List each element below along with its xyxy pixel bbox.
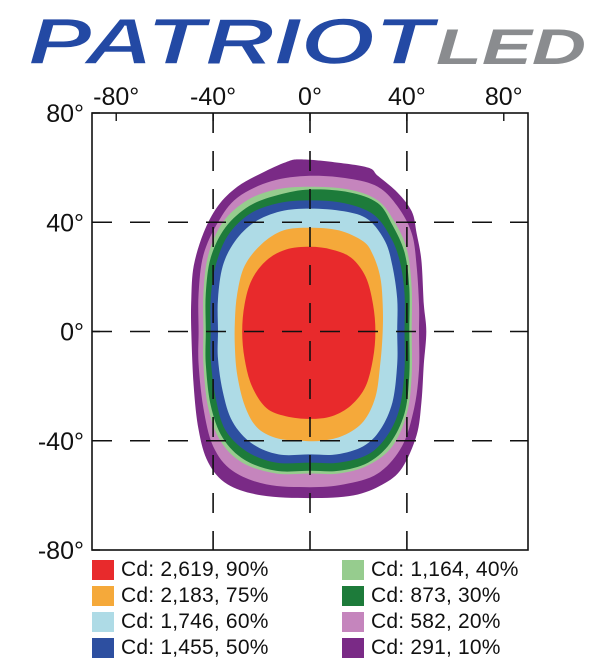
legend-item: Cd: 2,619, 90% xyxy=(92,558,342,582)
legend-swatch xyxy=(92,586,114,606)
legend-item: Cd: 1,164, 40% xyxy=(342,558,562,582)
x-tick-label: -40° xyxy=(190,83,236,111)
legend-label: Cd: 291, 10% xyxy=(371,636,501,659)
x-tick-label: 0° xyxy=(298,83,322,111)
contour-90-percent xyxy=(242,246,376,419)
legend-item: Cd: 291, 10% xyxy=(342,636,562,660)
legend-swatch xyxy=(342,560,364,580)
logo-patriot-text: PATRIOT xyxy=(28,4,440,78)
y-tick-label: 40° xyxy=(46,209,84,237)
legend-swatch xyxy=(92,560,114,580)
legend-swatch xyxy=(342,612,364,632)
legend-swatch xyxy=(342,586,364,606)
legend-item: Cd: 2,183, 75% xyxy=(92,584,342,608)
legend-label: Cd: 873, 30% xyxy=(371,584,501,607)
legend-label: Cd: 582, 20% xyxy=(371,610,501,633)
y-tick-label: -40° xyxy=(38,428,84,456)
legend-item: Cd: 1,455, 50% xyxy=(92,636,342,660)
legend-swatch xyxy=(92,612,114,632)
logo-led-text: LED xyxy=(436,19,586,75)
legend-item: Cd: 873, 30% xyxy=(342,584,562,608)
legend: Cd: 2,619, 90% Cd: 1,164, 40% Cd: 2,183, 7… xyxy=(92,558,562,660)
legend-item: Cd: 582, 20% xyxy=(342,610,562,634)
x-tick-label: 40° xyxy=(388,83,426,111)
legend-label: Cd: 1,746, 60% xyxy=(121,610,269,633)
y-tick-label: 0° xyxy=(60,319,84,347)
axis-ticks: -80° -40° 0° 40° 80° 80° 40° 0° -40° -80° xyxy=(38,83,523,565)
legend-label: Cd: 2,183, 75% xyxy=(121,584,269,607)
legend-swatch xyxy=(342,638,364,658)
legend-label: Cd: 1,455, 50% xyxy=(121,636,269,659)
legend-label: Cd: 2,619, 90% xyxy=(121,558,269,581)
contour-layer xyxy=(191,159,427,499)
legend-item: Cd: 1,746, 60% xyxy=(92,610,342,634)
x-tick-label: 80° xyxy=(485,83,523,111)
patriot-led-logo: PATRIOT LED xyxy=(27,3,586,79)
legend-swatch xyxy=(92,638,114,658)
y-tick-label: 80° xyxy=(46,100,84,128)
x-tick-label: -80° xyxy=(93,83,139,111)
y-tick-label: -80° xyxy=(38,537,84,565)
legend-label: Cd: 1,164, 40% xyxy=(371,558,519,581)
